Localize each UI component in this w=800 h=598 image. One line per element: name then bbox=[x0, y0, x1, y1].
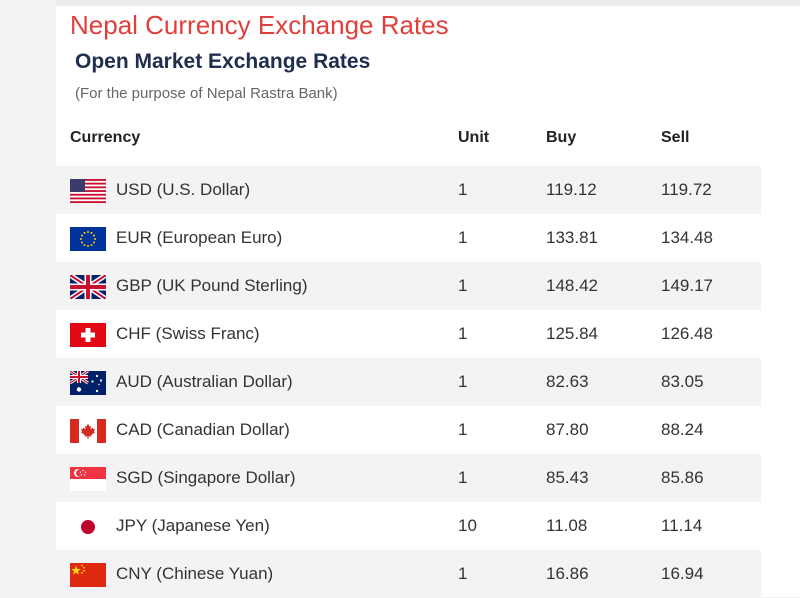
japan-flag-icon bbox=[70, 515, 106, 539]
table-row-cny: CNY (Chinese Yuan) 1 16.86 16.94 bbox=[56, 550, 761, 598]
singapore-flag-icon bbox=[70, 467, 106, 491]
section-title: Open Market Exchange Rates bbox=[75, 50, 371, 73]
buy-rate: 82.63 bbox=[546, 372, 589, 391]
top-strip bbox=[56, 0, 800, 6]
table-row-aud: AUD (Australian Dollar) 1 82.63 83.05 bbox=[56, 358, 761, 406]
buy-rate: 16.86 bbox=[546, 564, 589, 583]
currency-name: GBP (UK Pound Sterling) bbox=[116, 276, 308, 295]
usa-flag-icon bbox=[70, 179, 106, 203]
currency-unit: 10 bbox=[458, 516, 477, 535]
table-row-chf: CHF (Swiss Franc) 1 125.84 126.48 bbox=[56, 310, 761, 358]
australia-flag-icon bbox=[70, 371, 106, 395]
buy-rate: 11.08 bbox=[546, 516, 588, 535]
sell-rate: 88.24 bbox=[661, 420, 704, 439]
sell-rate: 85.86 bbox=[661, 468, 704, 487]
currency-unit: 1 bbox=[458, 420, 468, 439]
buy-rate: 148.42 bbox=[546, 276, 598, 295]
table-row-jpy: JPY (Japanese Yen) 10 11.08 11.14 bbox=[56, 502, 761, 550]
currency-name: EUR (European Euro) bbox=[116, 228, 283, 247]
currency-name: CHF (Swiss Franc) bbox=[116, 324, 260, 343]
table-row-eur: EUR (European Euro) 1 133.81 134.48 bbox=[56, 214, 761, 262]
exchange-rates-table: Currency Unit Buy Sell USD (U.S. Dollar)… bbox=[56, 116, 761, 598]
currency-name: CNY (Chinese Yuan) bbox=[116, 564, 274, 583]
currency-name: CAD (Canadian Dollar) bbox=[116, 420, 290, 439]
column-header-buy: Buy bbox=[546, 129, 577, 146]
eu-flag-icon bbox=[70, 227, 106, 251]
currency-unit: 1 bbox=[458, 276, 468, 295]
buy-rate: 125.84 bbox=[546, 324, 598, 343]
sell-rate: 149.17 bbox=[661, 276, 713, 295]
currency-unit: 1 bbox=[458, 228, 468, 247]
currency-name: JPY (Japanese Yen) bbox=[116, 516, 270, 535]
subtitle: (For the purpose of Nepal Rastra Bank) bbox=[75, 85, 338, 102]
column-header-sell: Sell bbox=[661, 129, 690, 146]
sell-rate: 119.72 bbox=[661, 180, 712, 199]
buy-rate: 85.43 bbox=[546, 468, 589, 487]
sell-rate: 16.94 bbox=[661, 564, 704, 583]
sell-rate: 134.48 bbox=[661, 228, 713, 247]
table-row-cad: CAD (Canadian Dollar) 1 87.80 88.24 bbox=[56, 406, 761, 454]
canada-flag-icon bbox=[70, 419, 106, 443]
column-header-currency: Currency bbox=[70, 129, 141, 146]
currency-unit: 1 bbox=[458, 564, 468, 583]
table-row-usd: USD (U.S. Dollar) 1 119.12 119.72 bbox=[56, 166, 761, 214]
buy-rate: 133.81 bbox=[546, 228, 598, 247]
table-header: Currency Unit Buy Sell bbox=[56, 116, 761, 166]
table-row-gbp: GBP (UK Pound Sterling) 1 148.42 149.17 bbox=[56, 262, 761, 310]
currency-unit: 1 bbox=[458, 180, 468, 199]
buy-rate: 119.12 bbox=[546, 180, 597, 199]
sell-rate: 126.48 bbox=[661, 324, 713, 343]
column-header-unit: Unit bbox=[458, 129, 490, 146]
swiss-flag-icon bbox=[70, 323, 106, 347]
china-flag-icon bbox=[70, 563, 106, 587]
uk-flag-icon bbox=[70, 275, 106, 299]
sell-rate: 83.05 bbox=[661, 372, 704, 391]
buy-rate: 87.80 bbox=[546, 420, 589, 439]
currency-name: USD (U.S. Dollar) bbox=[116, 180, 251, 199]
table-row-sgd: SGD (Singapore Dollar) 1 85.43 85.86 bbox=[56, 454, 761, 502]
currency-name: SGD (Singapore Dollar) bbox=[116, 468, 296, 487]
site-title[interactable]: Nepal Currency Exchange Rates bbox=[70, 10, 449, 40]
currency-unit: 1 bbox=[458, 372, 468, 391]
currency-name: AUD (Australian Dollar) bbox=[116, 372, 293, 391]
sell-rate: 11.14 bbox=[661, 516, 703, 535]
currency-unit: 1 bbox=[458, 324, 468, 343]
currency-unit: 1 bbox=[458, 468, 468, 487]
